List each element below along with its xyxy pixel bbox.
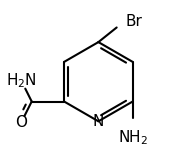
- Text: H$_2$N: H$_2$N: [6, 71, 37, 90]
- Text: O: O: [15, 115, 27, 130]
- Text: Br: Br: [126, 14, 142, 29]
- Text: N: N: [93, 114, 104, 129]
- Text: NH$_2$: NH$_2$: [118, 128, 148, 147]
